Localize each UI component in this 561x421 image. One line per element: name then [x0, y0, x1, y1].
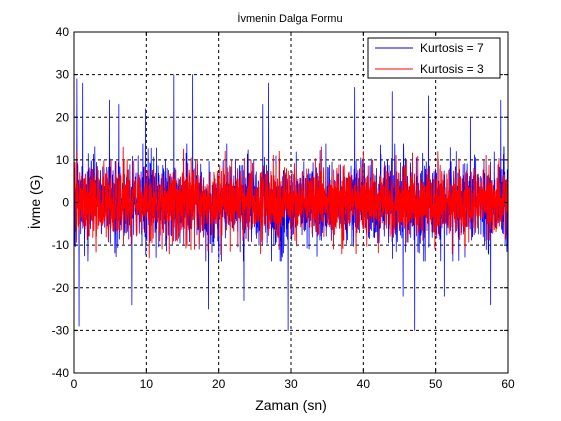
y-axis-label: İvme (G) — [26, 175, 43, 229]
plot-area: 0 10 20 30 40 50 60 -40 -30 -20 -10 0 10 20 30 40 — [52, 25, 515, 391]
x-tick-label: 40 — [357, 377, 371, 391]
chart-title: İvmenin Dalga Formu — [237, 12, 342, 25]
x-tick-label: 10 — [140, 377, 154, 391]
y-tick-label: 30 — [56, 68, 70, 82]
grid — [74, 32, 508, 373]
x-axis-label: Zaman (sn) — [255, 397, 327, 413]
y-tick-label: -30 — [52, 323, 70, 337]
x-tick-label: 20 — [212, 377, 226, 391]
series-line-2 — [73, 146, 509, 259]
x-tick-label: 50 — [429, 377, 443, 391]
legend-box — [367, 37, 501, 79]
ticks: 0 10 20 30 40 50 60 -40 -30 -20 -10 0 10 20 30 40 — [52, 25, 515, 391]
y-tick-label: 20 — [56, 110, 70, 124]
y-tick-label: 0 — [62, 196, 69, 210]
x-tick-label: 60 — [501, 377, 515, 391]
y-tick-label: 10 — [56, 153, 70, 167]
legend-label-series-1: Kurtosis = 7 — [420, 41, 484, 55]
x-tick-label: 30 — [284, 377, 298, 391]
y-tick-label: -10 — [52, 238, 70, 252]
legend: Kurtosis = 7 Kurtosis = 3 — [367, 37, 501, 79]
y-tick-label: 40 — [56, 25, 70, 39]
legend-label-series-2: Kurtosis = 3 — [420, 62, 484, 76]
x-tick-label: 0 — [71, 377, 78, 391]
y-tick-label: -40 — [52, 366, 70, 380]
series-layer — [73, 74, 509, 331]
y-tick-label: -20 — [52, 281, 70, 295]
